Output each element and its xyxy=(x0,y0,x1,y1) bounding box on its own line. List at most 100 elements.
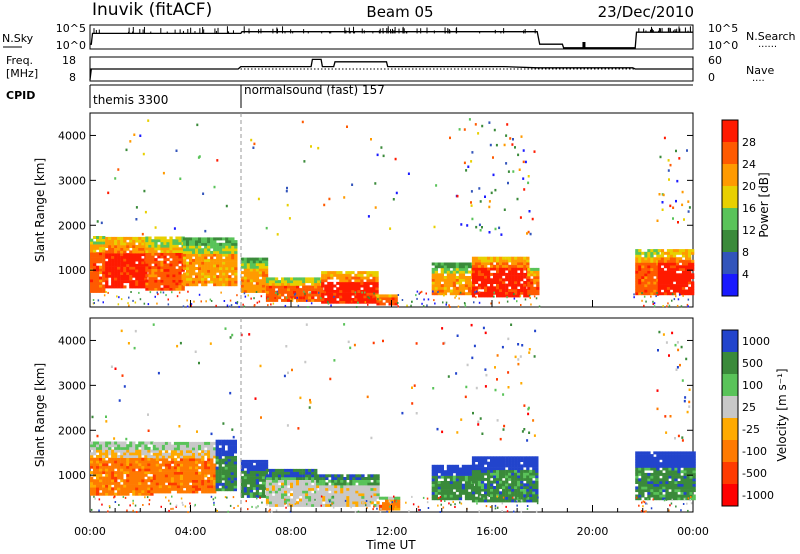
speckle-point xyxy=(198,155,201,158)
data-cell xyxy=(520,291,524,295)
speckle-point xyxy=(274,297,276,299)
data-cell xyxy=(505,486,509,489)
data-cell xyxy=(490,472,494,476)
data-cell xyxy=(287,495,291,499)
data-cell xyxy=(246,271,251,275)
data-cell xyxy=(455,464,460,468)
data-cell xyxy=(135,253,139,257)
data-cell xyxy=(434,478,438,482)
speckle-point xyxy=(135,206,138,209)
data-cell xyxy=(467,497,472,501)
data-cell xyxy=(160,239,164,243)
data-cell xyxy=(126,258,130,262)
data-cell xyxy=(120,245,124,248)
data-cell xyxy=(688,278,692,282)
data-cell xyxy=(290,477,294,480)
data-cell xyxy=(210,237,214,241)
data-cell xyxy=(431,481,435,484)
data-cell xyxy=(443,481,448,484)
data-cell xyxy=(228,264,232,268)
data-cell xyxy=(455,278,460,282)
data-cell xyxy=(474,469,479,473)
speckle-point xyxy=(459,291,462,294)
data-cell xyxy=(311,474,315,478)
data-cell xyxy=(117,444,121,448)
data-cell xyxy=(210,245,214,249)
data-cell xyxy=(493,494,497,497)
data-cell xyxy=(271,296,276,300)
data-cell xyxy=(452,265,457,269)
data-cell xyxy=(361,474,365,478)
data-cell xyxy=(487,256,491,260)
data-cell xyxy=(111,476,115,480)
data-cell xyxy=(166,258,170,262)
data-cell xyxy=(520,264,524,268)
data-cell xyxy=(218,450,222,454)
data-cell xyxy=(461,289,466,293)
data-cell xyxy=(170,479,175,483)
data-cell xyxy=(117,247,121,251)
data-cell xyxy=(505,289,509,292)
data-cell xyxy=(117,285,121,289)
data-cell xyxy=(105,269,109,273)
data-cell xyxy=(505,477,509,481)
data-cell xyxy=(342,289,346,293)
data-cell xyxy=(147,463,151,467)
data-cell xyxy=(192,245,196,249)
data-cell xyxy=(178,282,182,286)
data-cell xyxy=(659,462,663,466)
data-cell xyxy=(132,465,136,469)
speckle-point xyxy=(92,302,95,305)
data-cell xyxy=(287,298,291,302)
data-cell xyxy=(150,479,154,483)
speckle-point xyxy=(225,204,228,208)
data-cell xyxy=(452,262,457,266)
data-cell xyxy=(474,256,479,260)
data-cell xyxy=(536,289,540,293)
data-cell xyxy=(358,501,362,505)
data-cell xyxy=(328,485,332,489)
data-cell xyxy=(216,258,220,262)
data-cell xyxy=(322,487,326,491)
data-cell xyxy=(147,455,151,458)
speckle-point xyxy=(677,221,679,224)
data-cell xyxy=(474,278,479,282)
data-cell xyxy=(293,493,297,497)
data-cell xyxy=(653,265,657,269)
data-cell xyxy=(660,284,665,288)
data-cell xyxy=(102,492,106,496)
data-cell xyxy=(490,496,494,500)
data-cell xyxy=(327,295,331,299)
data-cell xyxy=(175,287,179,291)
data-cell xyxy=(471,286,476,290)
data-cell xyxy=(186,490,190,494)
data-cell xyxy=(151,287,155,291)
data-cell xyxy=(93,252,97,256)
speckle-point xyxy=(523,188,526,191)
data-cell xyxy=(290,290,294,294)
data-cell xyxy=(271,468,276,472)
data-cell xyxy=(90,476,94,480)
data-cell xyxy=(164,450,169,453)
data-cell xyxy=(376,501,380,505)
data-cell xyxy=(508,459,512,462)
data-cell xyxy=(363,271,367,275)
data-cell xyxy=(308,471,312,475)
data-cell xyxy=(461,489,466,493)
data-cell xyxy=(361,477,365,480)
data-cell xyxy=(218,477,222,481)
data-cell xyxy=(308,474,312,478)
data-cell xyxy=(215,485,219,489)
data-cell xyxy=(464,262,469,266)
nsky-series-line xyxy=(90,31,693,49)
data-cell xyxy=(364,485,368,489)
data-cell xyxy=(364,495,368,499)
data-cell xyxy=(204,250,208,254)
data-cell xyxy=(284,474,288,478)
data-cell xyxy=(198,275,202,279)
data-cell xyxy=(464,475,469,479)
data-cell xyxy=(195,463,199,467)
data-cell xyxy=(311,501,315,505)
data-cell xyxy=(657,278,662,282)
data-cell xyxy=(526,294,530,298)
